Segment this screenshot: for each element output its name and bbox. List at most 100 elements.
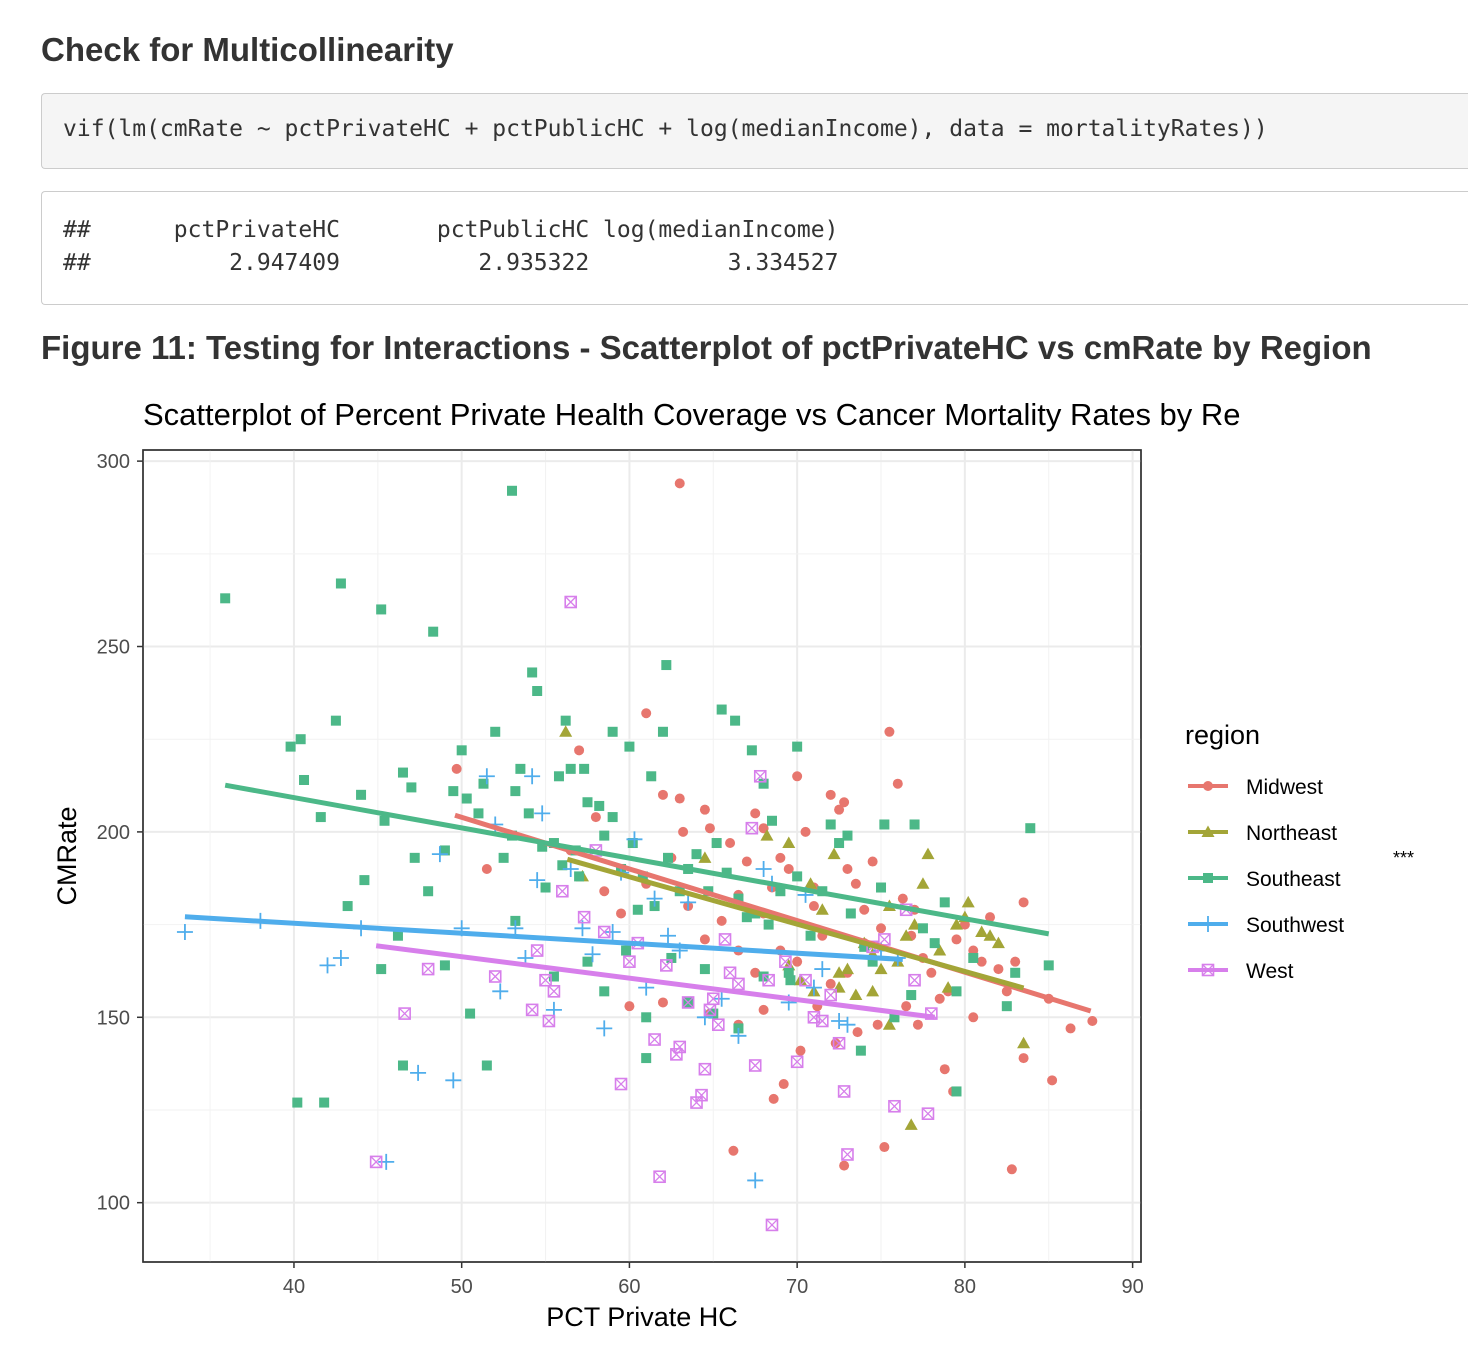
point-west — [816, 1014, 829, 1028]
legend-item-southwest: Southwest — [1188, 914, 1344, 937]
point-northeast — [1017, 1036, 1031, 1049]
point-southeast — [397, 1060, 408, 1071]
point-southeast — [423, 886, 434, 897]
point-southwest — [562, 860, 579, 877]
point-west — [597, 925, 611, 939]
point-southwest — [680, 894, 697, 911]
point-midwest — [825, 978, 836, 989]
point-southeast — [1043, 960, 1054, 971]
point-northeast — [916, 877, 930, 889]
point-midwest — [783, 863, 794, 874]
point-midwest — [641, 708, 652, 719]
point-southwest — [626, 831, 643, 848]
point-southwest — [831, 1013, 848, 1029]
point-northeast — [921, 847, 935, 860]
point-southeast — [876, 882, 887, 893]
point-southwest — [814, 961, 831, 978]
point-southeast — [733, 893, 744, 904]
point-midwest — [481, 863, 492, 874]
point-southeast — [699, 964, 710, 975]
point-midwest — [674, 478, 685, 489]
point-southeast — [359, 875, 370, 886]
point-west — [779, 955, 792, 968]
point-southeast — [666, 952, 677, 963]
y-axis-label: CMRate — [52, 806, 82, 905]
x-tick-label: 60 — [618, 1276, 640, 1298]
point-southeast — [319, 1097, 330, 1108]
point-southeast — [557, 860, 568, 871]
legend-label-southwest: Southwest — [1246, 914, 1344, 937]
point-southwest — [805, 979, 822, 996]
point-southeast — [582, 797, 593, 808]
point-midwest — [574, 745, 585, 756]
point-southeast — [721, 867, 732, 878]
point-southeast — [758, 778, 769, 789]
point-southeast — [909, 819, 920, 830]
point-southeast — [1001, 1001, 1012, 1012]
point-west — [712, 1018, 725, 1032]
point-southeast — [527, 667, 538, 678]
point-southwest — [713, 990, 730, 1007]
point-northeast — [941, 981, 955, 993]
point-southeast — [507, 485, 518, 496]
point-midwest — [1006, 1164, 1017, 1175]
point-west — [718, 933, 732, 946]
point-northeast — [961, 895, 975, 908]
legend-item-southeast: Southeast — [1188, 868, 1341, 891]
axis-ticks: 40 50 60 70 80 90 100 150 200 250 300 — [97, 451, 1144, 1298]
point-southeast — [553, 771, 564, 782]
point-southeast — [574, 871, 585, 882]
point-midwest — [674, 793, 685, 804]
point-southwest — [646, 890, 663, 907]
output-line-2: ## 2.947409 2.935322 3.334527 — [63, 250, 839, 276]
point-southeast — [906, 990, 917, 1001]
legend-key-marker — [1203, 873, 1213, 883]
point-southeast — [842, 830, 853, 841]
point-west — [525, 1003, 539, 1017]
point-southeast — [335, 578, 346, 589]
point-northeast — [760, 829, 774, 841]
point-southeast — [632, 904, 643, 915]
point-southeast — [532, 686, 543, 697]
point-southeast — [439, 845, 450, 856]
y-tick-label: 100 — [97, 1193, 130, 1215]
point-west — [670, 1048, 683, 1061]
point-midwest — [699, 804, 710, 815]
point-midwest — [897, 893, 908, 904]
point-southeast — [537, 841, 548, 852]
point-west — [556, 884, 569, 898]
point-west — [695, 1088, 708, 1102]
point-west — [421, 962, 435, 976]
point-midwest — [778, 1079, 789, 1090]
point-west — [765, 1218, 779, 1232]
point-southeast — [548, 971, 559, 982]
point-southeast — [657, 726, 668, 737]
fit-line-northeast — [566, 856, 1025, 991]
point-southeast — [220, 593, 231, 604]
point-southeast — [783, 967, 794, 978]
legend-label-west: West — [1246, 960, 1294, 983]
point-southeast — [763, 919, 774, 930]
point-northeast — [698, 851, 712, 863]
point-northeast — [933, 944, 947, 956]
point-southeast — [478, 778, 489, 789]
point-midwest — [800, 826, 811, 837]
point-southwest — [747, 1172, 764, 1189]
point-west — [564, 595, 578, 609]
point-midwest — [657, 997, 668, 1008]
point-southeast — [465, 1008, 476, 1019]
point-southeast — [775, 886, 786, 897]
point-west — [547, 985, 561, 998]
point-west — [623, 955, 636, 968]
point-northeast — [827, 847, 841, 860]
fit-line-southeast — [224, 782, 1050, 937]
point-midwest — [951, 934, 962, 945]
data-points — [176, 478, 1098, 1232]
point-southeast — [579, 763, 590, 774]
legend: Midwest Northeast Southeast Southwest West — [1188, 776, 1344, 983]
point-west — [832, 1036, 846, 1050]
point-southwest — [492, 983, 509, 1000]
point-midwest — [758, 1004, 769, 1015]
point-southeast — [607, 812, 618, 823]
section-heading: Check for Multicollinearity — [41, 31, 454, 68]
